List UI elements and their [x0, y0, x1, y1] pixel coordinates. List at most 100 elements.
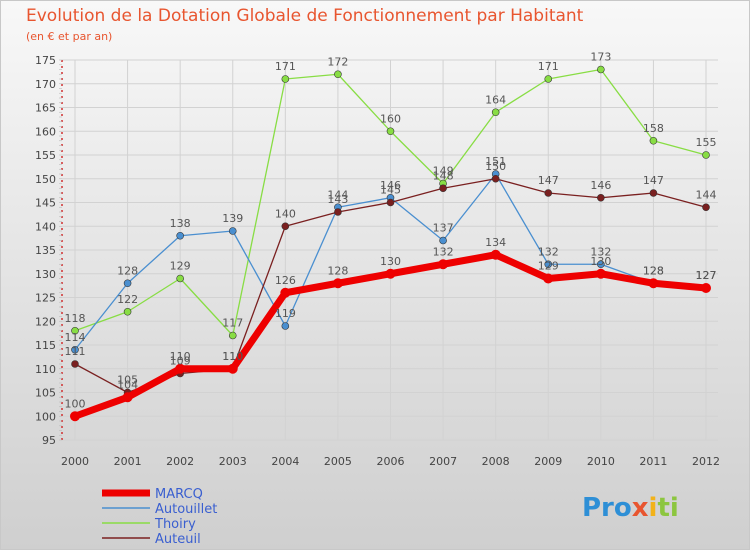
data-point-thoiry [649, 136, 658, 145]
data-point-marcq [490, 249, 501, 260]
data-label-marcq: 128 [643, 264, 664, 277]
data-point-marcq [595, 268, 606, 279]
data-label-marcq: 128 [327, 264, 348, 277]
data-point-auteuil [386, 198, 395, 207]
series-lines [70, 65, 711, 422]
y-tick-label: 100 [35, 410, 56, 423]
data-point-marcq [70, 411, 80, 422]
x-tick-label: 2010 [587, 455, 615, 468]
data-point-auteuil [597, 193, 605, 202]
data-label-marcq: 130 [380, 255, 401, 268]
data-label-thoiry: 118 [65, 312, 86, 325]
data-label-auteuil: 109 [170, 355, 191, 368]
x-tick-label: 2007 [429, 455, 457, 468]
data-point-auteuil [334, 208, 342, 216]
data-point-auteuil [702, 203, 710, 212]
data-label-autouillet: 114 [65, 331, 86, 344]
chart-subtitle: (en € et par an) [26, 30, 112, 43]
x-tick-label: 2011 [639, 455, 667, 468]
data-point-auteuil [544, 189, 553, 197]
grid [62, 59, 718, 441]
data-label-marcq: 129 [538, 260, 559, 273]
data-point-autouillet [71, 345, 79, 354]
data-point-marcq [543, 273, 554, 284]
data-point-marcq [122, 392, 133, 403]
legend-label: Thoiry [154, 517, 196, 532]
x-tick-label: 2004 [271, 455, 299, 468]
data-label-thoiry: 164 [485, 93, 506, 106]
data-point-marcq [280, 287, 291, 298]
data-label-auteuil: 110 [222, 350, 243, 363]
data-label-autouillet: 146 [380, 179, 401, 192]
x-tick-label: 2009 [534, 455, 562, 468]
data-point-autouillet [228, 227, 237, 235]
x-tick-label: 2002 [166, 455, 194, 468]
data-label-marcq: 134 [485, 236, 506, 249]
data-label-auteuil: 148 [433, 169, 454, 182]
data-point-thoiry [544, 75, 553, 83]
y-tick-label: 150 [35, 173, 56, 186]
y-tick-label: 110 [35, 363, 56, 376]
data-label-marcq: 132 [433, 245, 454, 258]
data-point-autouillet [544, 260, 553, 269]
legend-label: MARCQ [155, 487, 203, 502]
data-label-marcq: 100 [65, 397, 86, 410]
data-label-thoiry: 171 [538, 60, 559, 73]
data-point-marcq [701, 283, 711, 293]
data-point-thoiry [228, 331, 237, 340]
data-point-thoiry [702, 151, 710, 159]
y-tick-label: 105 [35, 387, 56, 400]
data-point-auteuil [491, 174, 500, 183]
data-point-auteuil [281, 222, 290, 231]
y-tick-label: 145 [35, 197, 56, 210]
data-point-auteuil [439, 184, 447, 193]
data-point-thoiry [71, 326, 79, 335]
data-point-thoiry [176, 274, 184, 283]
data-label-marcq: 110 [222, 350, 243, 363]
data-point-thoiry [281, 75, 290, 83]
data-point-auteuil [649, 189, 658, 197]
data-label-auteuil: 145 [380, 184, 401, 197]
x-tick-label: 2003 [219, 455, 247, 468]
x-tick-label: 2005 [324, 455, 352, 468]
data-label-auteuil: 147 [643, 174, 664, 187]
legend-label: Autouillet [155, 502, 217, 517]
data-label-thoiry: 149 [433, 165, 454, 178]
data-label-auteuil: 146 [590, 179, 611, 192]
y-tick-label: 130 [35, 268, 56, 281]
x-tick-label: 2008 [482, 455, 510, 468]
y-tick-label: 140 [35, 220, 56, 233]
data-label-marcq: 110 [170, 350, 191, 363]
data-label-autouillet: 137 [433, 222, 454, 235]
y-tick-label: 175 [35, 54, 56, 67]
x-tick-label: 2006 [377, 455, 405, 468]
data-label-autouillet: 151 [485, 155, 506, 168]
data-point-thoiry [123, 307, 132, 316]
data-label-autouillet: 138 [170, 217, 191, 230]
data-point-autouillet [439, 236, 447, 245]
logo-text: Proxiti [582, 493, 679, 523]
chart-title: Evolution de la Dotation Globale de Fonc… [26, 6, 584, 26]
data-point-autouillet [176, 231, 184, 240]
data-point-marcq [438, 259, 449, 270]
data-label-auteuil: 111 [65, 345, 86, 358]
data-point-autouillet [281, 322, 290, 330]
legend-label: Auteuil [155, 532, 201, 547]
data-point-thoiry [491, 108, 500, 117]
data-label-autouillet: 128 [117, 264, 138, 277]
data-label-marcq: 127 [696, 269, 717, 282]
data-label-thoiry: 122 [117, 293, 138, 306]
data-label-autouillet: 144 [327, 188, 348, 201]
data-label-marcq: 126 [275, 274, 296, 287]
data-point-autouillet [597, 260, 605, 269]
x-tick-label: 2001 [114, 455, 142, 468]
data-point-thoiry [334, 70, 342, 79]
data-label-marcq: 104 [117, 378, 138, 391]
y-tick-label: 120 [35, 315, 56, 328]
data-label-auteuil: 147 [538, 174, 559, 187]
y-tick-label: 135 [35, 244, 56, 257]
data-point-auteuil [71, 360, 79, 368]
data-label-thoiry: 158 [643, 122, 664, 135]
